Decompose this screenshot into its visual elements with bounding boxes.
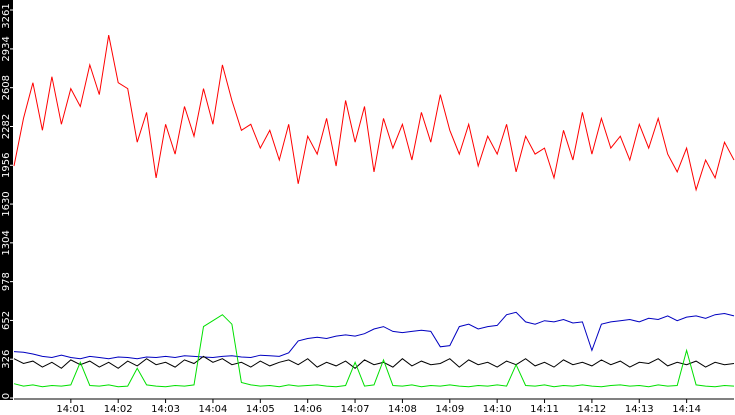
x-tick-label: 14:14 <box>672 404 701 415</box>
y-tick-label: 978 <box>1 272 12 291</box>
y-tick-label: 0 <box>1 393 12 399</box>
series-line <box>13 355 735 369</box>
x-tick-label: 14:02 <box>104 404 133 415</box>
x-tick-label: 14:05 <box>246 404 275 415</box>
y-axis-strip <box>0 0 13 400</box>
y-tick-label: 2282 <box>1 114 12 139</box>
y-tick-label: 2934 <box>1 36 12 61</box>
y-tick-label: 1630 <box>1 191 12 216</box>
x-tick-label: 14:08 <box>388 404 417 415</box>
x-tick-label: 14:10 <box>483 404 512 415</box>
x-tick-label: 14:12 <box>577 404 606 415</box>
y-tick-label: 1304 <box>1 230 12 255</box>
x-tick-label: 14:13 <box>625 404 654 415</box>
y-tick-label: 326 <box>1 350 12 369</box>
series-line <box>13 314 735 388</box>
x-tick-label: 14:07 <box>341 404 370 415</box>
x-tick-label: 14:11 <box>530 404 559 415</box>
x-tick-label: 14:03 <box>151 404 180 415</box>
series-line <box>13 311 735 360</box>
series-line <box>13 35 735 192</box>
x-tick-label: 14:09 <box>435 404 464 415</box>
y-tick-label: 2608 <box>1 75 12 100</box>
y-tick-label: 3261 <box>1 3 12 28</box>
x-tick-label: 14:06 <box>293 404 322 415</box>
y-tick-label: 652 <box>1 311 12 330</box>
x-tick-label: 14:04 <box>199 404 228 415</box>
x-tick-label: 14:01 <box>56 404 85 415</box>
y-tick-label: 1956 <box>1 153 12 178</box>
